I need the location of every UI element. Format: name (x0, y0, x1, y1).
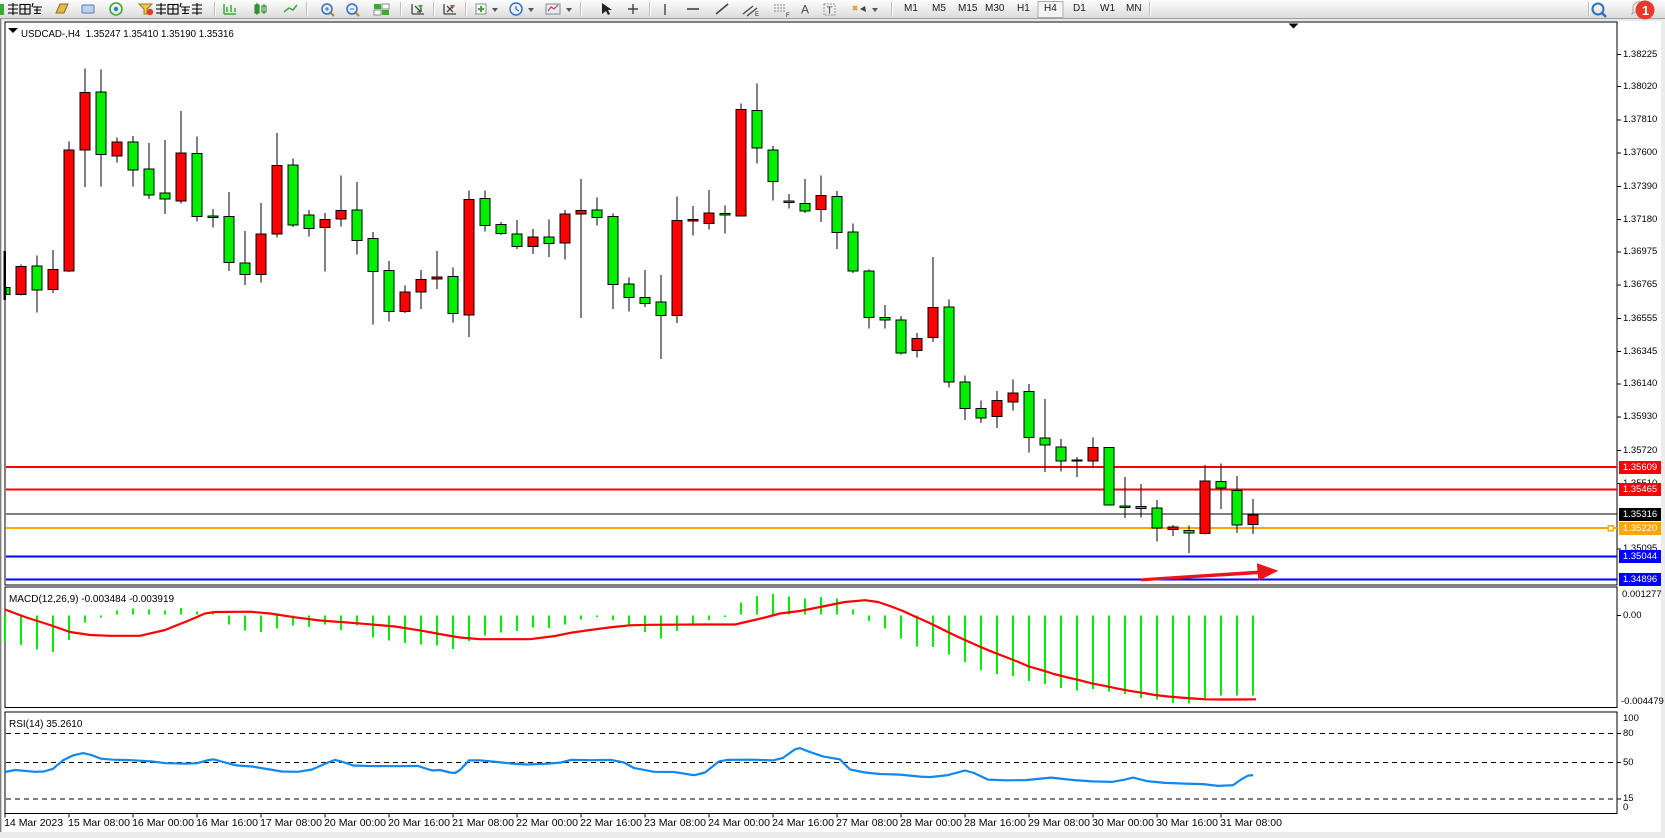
svg-text:T: T (827, 6, 833, 17)
svg-text:A: A (801, 3, 809, 17)
svg-text:E: E (755, 12, 759, 18)
svg-text:1: 1 (1642, 3, 1649, 18)
svg-text:F: F (786, 13, 790, 19)
